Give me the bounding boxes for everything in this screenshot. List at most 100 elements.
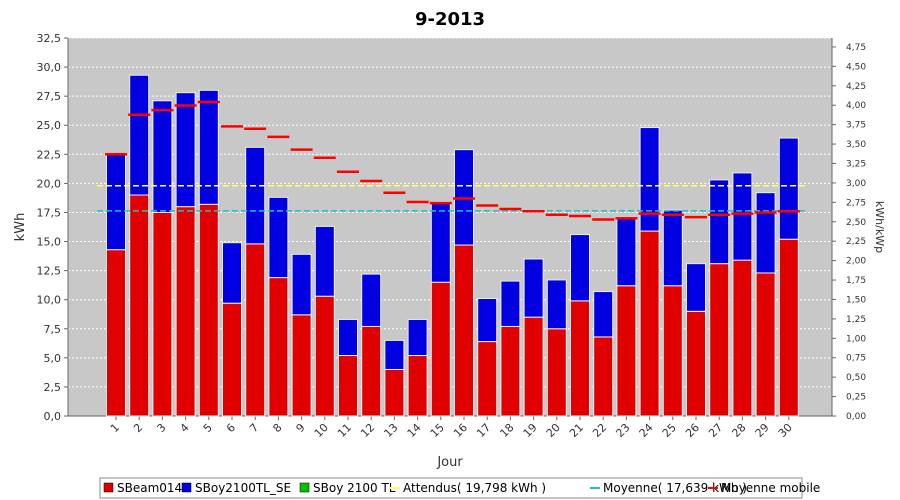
bar: [500, 325, 521, 417]
bar: [593, 291, 614, 338]
bar: [430, 281, 451, 417]
bar: [245, 243, 266, 417]
bar: [268, 277, 289, 417]
bar: [709, 263, 730, 417]
y2-tick-label: 4,75: [846, 43, 866, 53]
bar: [662, 285, 683, 417]
y2-tick-label: 2,50: [846, 218, 866, 228]
bar: [152, 211, 173, 417]
bar: [384, 339, 405, 370]
y-tick-label: 30,0: [37, 61, 62, 74]
legend-label: Moyenne mobile: [721, 481, 820, 495]
y2-tick-label: 1,50: [846, 295, 866, 305]
bar: [454, 244, 474, 417]
x-tick-label: 14: [405, 421, 424, 440]
legend-label: Attendus( 19,798 kWh ): [403, 481, 546, 495]
bar: [407, 355, 428, 417]
bar: [686, 310, 706, 417]
y-tick-label: 5,0: [44, 352, 62, 365]
bar: [268, 196, 289, 279]
x-tick-label: 2: [131, 421, 145, 435]
bar: [639, 127, 660, 232]
x-tick-label: 3: [154, 421, 168, 435]
bar: [338, 355, 358, 417]
y2-tick-label: 1,25: [846, 315, 866, 325]
bar: [477, 298, 498, 343]
y2-tick-label: 0,75: [846, 354, 866, 364]
x-tick-label: 21: [567, 421, 586, 440]
bar: [361, 273, 382, 327]
y-tick-label: 10,0: [37, 294, 62, 307]
bar: [338, 318, 358, 357]
bar: [778, 137, 799, 240]
x-tick-label: 30: [776, 421, 795, 440]
bar: [639, 230, 660, 417]
chart-title: 9-2013: [415, 9, 485, 30]
bar: [129, 194, 150, 417]
bar: [106, 153, 126, 251]
bar: [314, 225, 335, 297]
bar: [662, 209, 683, 287]
x-tick-label: 4: [178, 421, 192, 435]
bar: [198, 89, 219, 205]
y-tick-label: 0,0: [44, 410, 62, 423]
x-tick-label: 28: [729, 421, 748, 440]
x-tick-label: 6: [224, 421, 238, 435]
bar: [361, 325, 382, 417]
bar: [593, 336, 614, 417]
bar: [523, 258, 544, 318]
y-tick-label: 27,5: [37, 90, 62, 103]
x-tick-label: 18: [497, 421, 516, 440]
bar: [384, 368, 405, 417]
x-tick-label: 22: [590, 421, 609, 440]
x-tick-label: 15: [428, 421, 447, 440]
y2-tick-label: 3,50: [846, 140, 866, 150]
x-tick-label: 12: [358, 421, 377, 440]
x-tick-label: 23: [613, 421, 632, 440]
bar: [477, 341, 498, 417]
bar: [175, 206, 196, 417]
bar: [778, 238, 799, 417]
bar: [407, 318, 428, 357]
bar: [222, 302, 242, 417]
bar: [175, 92, 196, 208]
legend-label: SBoy2100TL_SE: [195, 481, 291, 495]
bar: [570, 234, 590, 302]
bar: [245, 146, 266, 245]
bar: [129, 74, 150, 196]
y2-axis-label: kWh/kWp: [873, 201, 886, 253]
y-tick-label: 15,0: [37, 236, 62, 249]
bar: [430, 202, 451, 283]
y2-tick-label: 3,75: [846, 121, 866, 131]
bar: [500, 280, 521, 327]
x-tick-label: 19: [521, 421, 540, 440]
legend-swatch: [181, 482, 192, 493]
y2-tick-label: 1,00: [846, 334, 866, 344]
bar: [222, 242, 242, 304]
x-tick-label: 16: [451, 421, 470, 440]
x-tick-label: 25: [660, 421, 679, 440]
bar: [755, 192, 776, 274]
y2-tick-label: 2,75: [846, 198, 866, 208]
bar: [755, 272, 776, 417]
bar: [152, 100, 173, 213]
x-tick-label: 27: [706, 421, 725, 440]
bar: [198, 203, 219, 417]
y2-tick-label: 3,00: [846, 179, 866, 189]
x-tick-label: 24: [637, 421, 656, 440]
x-tick-label: 9: [294, 421, 308, 435]
bar: [523, 316, 544, 417]
y-tick-label: 22,5: [37, 148, 62, 161]
bar: [732, 259, 753, 417]
legend-label: SBeam014: [117, 481, 182, 495]
y2-tick-label: 1,75: [846, 276, 866, 286]
y2-tick-label: 4,50: [846, 62, 866, 72]
x-tick-label: 20: [544, 421, 563, 440]
y-tick-label: 12,5: [37, 265, 62, 278]
bar: [291, 314, 312, 417]
x-tick-label: 11: [335, 421, 354, 440]
x-tick-label: 29: [753, 421, 772, 440]
y2-tick-label: 4,25: [846, 82, 866, 92]
bar: [570, 300, 590, 417]
